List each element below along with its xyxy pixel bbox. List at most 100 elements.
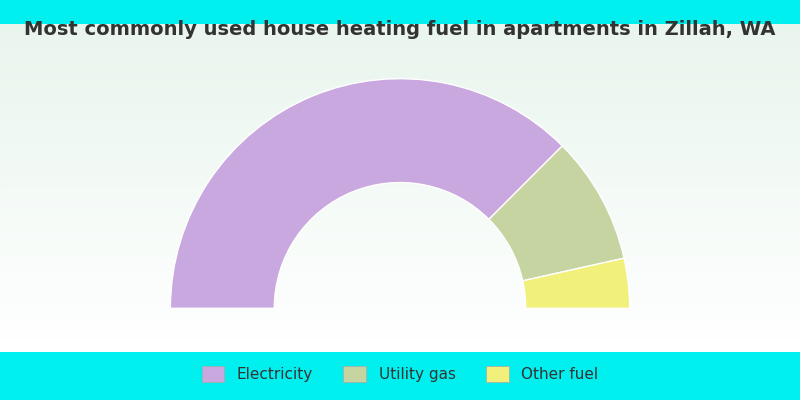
Bar [0,290,800,293]
Bar [0,332,800,336]
Bar [0,149,800,152]
Bar [0,152,800,155]
Bar [0,76,800,80]
Bar [0,221,800,224]
Bar [0,349,800,352]
Bar [0,201,800,204]
Bar [0,116,800,119]
Bar [0,276,800,280]
Bar [0,44,800,47]
Bar [0,112,800,116]
Bar [0,80,800,83]
Bar [0,109,800,112]
Legend: Electricity, Utility gas, Other fuel: Electricity, Utility gas, Other fuel [195,360,605,388]
Bar [0,286,800,290]
Bar [0,24,800,27]
Bar [0,254,800,257]
Bar [0,303,800,306]
Bar [0,247,800,250]
Bar [0,106,800,109]
Bar [0,129,800,132]
Bar [0,50,800,54]
Bar [0,316,800,319]
Bar [0,73,800,76]
Bar [0,126,800,129]
Bar [0,211,800,214]
Bar [0,185,800,188]
Bar [0,57,800,60]
Bar [0,67,800,70]
Bar [0,40,800,44]
Bar [0,319,800,322]
Bar [0,191,800,194]
Bar [0,260,800,264]
Bar [0,257,800,260]
Wedge shape [489,146,624,281]
Bar [0,158,800,162]
Bar [0,283,800,286]
Bar [0,83,800,86]
Bar [0,296,800,300]
Bar [0,326,800,329]
Bar [0,34,800,37]
Bar [0,132,800,136]
Bar [0,96,800,100]
Bar [0,309,800,313]
Bar [0,264,800,267]
Bar [0,27,800,30]
Bar [0,224,800,227]
Bar [0,178,800,182]
Text: Most commonly used house heating fuel in apartments in Zillah, WA: Most commonly used house heating fuel in… [24,20,776,39]
Bar [0,227,800,231]
Wedge shape [522,258,630,308]
Bar [0,346,800,349]
Bar [0,270,800,273]
Bar [0,172,800,175]
Bar [0,142,800,145]
Bar [0,37,800,40]
Bar [0,231,800,234]
Bar [0,250,800,254]
Bar [0,168,800,172]
Bar [0,306,800,309]
Bar [0,93,800,96]
Bar [0,155,800,158]
Bar [0,175,800,178]
Bar [0,300,800,303]
Bar [0,54,800,57]
Bar [0,313,800,316]
Bar [0,86,800,90]
Bar [0,240,800,244]
Bar [0,139,800,142]
Bar [0,267,800,270]
Bar [0,165,800,168]
Bar [0,103,800,106]
Bar [0,237,800,240]
Bar [0,273,800,276]
Bar [0,218,800,221]
Bar [0,194,800,198]
Bar [0,119,800,122]
Bar [0,188,800,191]
Bar [0,90,800,93]
Bar [0,280,800,283]
Bar [0,208,800,211]
Bar [0,198,800,201]
Bar [0,339,800,342]
Bar [0,293,800,296]
Bar [0,329,800,332]
Bar [0,47,800,50]
Bar [0,204,800,208]
Bar [0,60,800,63]
Bar [0,70,800,73]
Bar [0,162,800,165]
Bar [0,122,800,126]
Bar [0,100,800,103]
Bar [0,244,800,247]
Bar [0,30,800,34]
Bar [0,182,800,185]
Bar [0,336,800,339]
Bar [0,234,800,237]
Bar [0,145,800,149]
Bar [0,136,800,139]
